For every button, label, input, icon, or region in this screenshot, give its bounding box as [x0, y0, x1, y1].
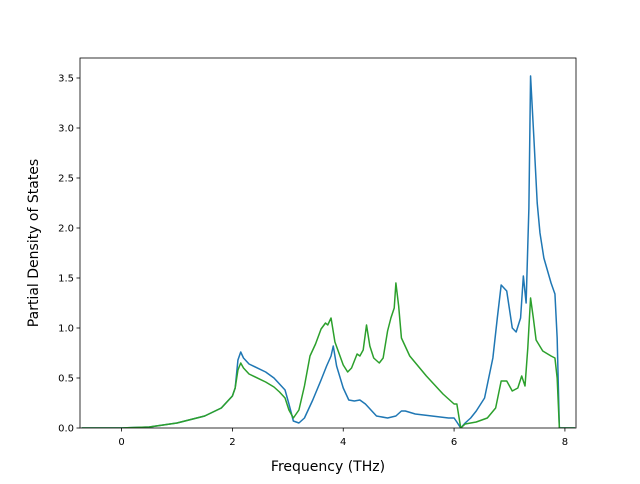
- plot-background: [80, 58, 576, 428]
- y-tick-label: 3.0: [58, 124, 74, 135]
- y-tick-label: 3.5: [58, 74, 74, 85]
- x-tick-label: 0: [118, 437, 124, 448]
- y-axis-ticks: 0.0 0.5 1.0 1.5 2.0 2.5 3.0 3.5: [58, 74, 80, 435]
- y-axis-label: Partial Density of States: [26, 159, 42, 327]
- x-axis-ticks: 0 2 4 6 8: [118, 428, 568, 448]
- x-tick-label: 2: [229, 437, 235, 448]
- y-tick-label: 1.5: [58, 274, 74, 285]
- y-tick-label: 2.5: [58, 174, 74, 185]
- y-tick-label: 0.5: [58, 374, 74, 385]
- x-axis-label: Frequency (THz): [271, 459, 385, 475]
- plot-frame: [79, 57, 577, 429]
- x-tick-label: 6: [451, 437, 457, 448]
- series-line-1: [81, 75, 575, 428]
- x-tick-label: 4: [340, 437, 346, 448]
- x-tick-label: 8: [562, 437, 568, 448]
- y-tick-label: 2.0: [58, 224, 74, 235]
- y-tick-label: 1.0: [58, 324, 74, 335]
- series-lines: [81, 75, 575, 428]
- series-line-2: [81, 282, 575, 428]
- y-tick-label: 0.0: [58, 424, 74, 435]
